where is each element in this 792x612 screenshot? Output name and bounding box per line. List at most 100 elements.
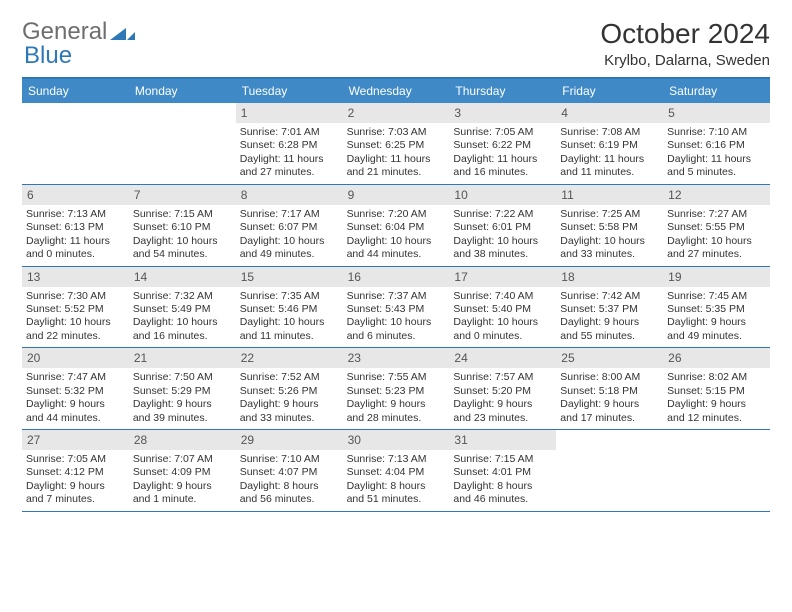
day-cell: 27Sunrise: 7:05 AMSunset: 4:12 PMDayligh…: [22, 430, 129, 511]
sunset-text: Sunset: 6:07 PM: [240, 221, 339, 234]
day-cell: 6Sunrise: 7:13 AMSunset: 6:13 PMDaylight…: [22, 185, 129, 266]
sunrise-text: Sunrise: 7:10 AM: [667, 126, 766, 139]
date-number: 24: [449, 348, 556, 368]
day-header: Friday: [556, 79, 663, 103]
sunset-text: Sunset: 4:04 PM: [347, 466, 446, 479]
sunrise-text: Sunrise: 7:55 AM: [347, 371, 446, 384]
day1-text: Daylight: 8 hours: [240, 480, 339, 493]
date-number: 8: [236, 185, 343, 205]
date-number: 20: [22, 348, 129, 368]
sunrise-text: Sunrise: 7:05 AM: [453, 126, 552, 139]
day1-text: Daylight: 9 hours: [133, 398, 232, 411]
date-number: 9: [343, 185, 450, 205]
sunset-text: Sunset: 5:46 PM: [240, 303, 339, 316]
sunrise-text: Sunrise: 7:50 AM: [133, 371, 232, 384]
date-number: 4: [556, 103, 663, 123]
location: Krylbo, Dalarna, Sweden: [600, 52, 770, 69]
sunset-text: Sunset: 5:15 PM: [667, 385, 766, 398]
day2-text: and 0 minutes.: [453, 330, 552, 343]
day-cell: 9Sunrise: 7:20 AMSunset: 6:04 PMDaylight…: [343, 185, 450, 266]
day1-text: Daylight: 11 hours: [347, 153, 446, 166]
sunset-text: Sunset: 6:10 PM: [133, 221, 232, 234]
title-block: October 2024 Krylbo, Dalarna, Sweden: [600, 18, 770, 69]
sunset-text: Sunset: 5:18 PM: [560, 385, 659, 398]
day-header: Sunday: [22, 79, 129, 103]
day-cell: 2Sunrise: 7:03 AMSunset: 6:25 PMDaylight…: [343, 103, 450, 184]
day2-text: and 33 minutes.: [240, 412, 339, 425]
sunset-text: Sunset: 5:20 PM: [453, 385, 552, 398]
day1-text: Daylight: 8 hours: [347, 480, 446, 493]
day2-text: and 56 minutes.: [240, 493, 339, 506]
day1-text: Daylight: 10 hours: [347, 235, 446, 248]
top-bar: General October 2024 Krylbo, Dalarna, Sw…: [22, 18, 770, 69]
sunset-text: Sunset: 4:01 PM: [453, 466, 552, 479]
page: General October 2024 Krylbo, Dalarna, Sw…: [0, 0, 792, 612]
date-number: 17: [449, 267, 556, 287]
day-cell: 4Sunrise: 7:08 AMSunset: 6:19 PMDaylight…: [556, 103, 663, 184]
sunrise-text: Sunrise: 8:00 AM: [560, 371, 659, 384]
day-cell: 7 Sunrise: 7:15 AMSunset: 6:10 PMDaylight…: [129, 185, 236, 266]
day-cell: 18Sunrise: 7:42 AMSunset: 5:37 PMDayligh…: [556, 267, 663, 348]
day1-text: Daylight: 11 hours: [453, 153, 552, 166]
day2-text: and 46 minutes.: [453, 493, 552, 506]
date-number: 25: [556, 348, 663, 368]
day-header-row: Sunday Monday Tuesday Wednesday Thursday…: [22, 79, 770, 103]
date-number: 7: [129, 185, 236, 205]
week-row: ..1Sunrise: 7:01 AMSunset: 6:28 PMDaylig…: [22, 103, 770, 185]
day1-text: Daylight: 10 hours: [133, 235, 232, 248]
sunrise-text: Sunrise: 7:01 AM: [240, 126, 339, 139]
day1-text: Daylight: 10 hours: [560, 235, 659, 248]
day-cell: 3Sunrise: 7:05 AMSunset: 6:22 PMDaylight…: [449, 103, 556, 184]
week-row: 27Sunrise: 7:05 AMSunset: 4:12 PMDayligh…: [22, 430, 770, 512]
sunset-text: Sunset: 5:32 PM: [26, 385, 125, 398]
day1-text: Daylight: 9 hours: [133, 480, 232, 493]
day2-text: and 49 minutes.: [667, 330, 766, 343]
day-cell: 15Sunrise: 7:35 AMSunset: 5:46 PMDayligh…: [236, 267, 343, 348]
date-number: 16: [343, 267, 450, 287]
day2-text: and 28 minutes.: [347, 412, 446, 425]
sunrise-text: Sunrise: 7:03 AM: [347, 126, 446, 139]
calendar: Sunday Monday Tuesday Wednesday Thursday…: [22, 77, 770, 512]
date-number: 28: [129, 430, 236, 450]
date-number: 10: [449, 185, 556, 205]
day-cell: 28 Sunrise: 7:07 AMSunset: 4:09 PMDayligh…: [129, 430, 236, 511]
sunrise-text: Sunrise: 7:07 AM: [133, 453, 232, 466]
day-cell: 10Sunrise: 7:22 AMSunset: 6:01 PMDayligh…: [449, 185, 556, 266]
date-number: 21: [129, 348, 236, 368]
date-number: 15: [236, 267, 343, 287]
sunset-text: Sunset: 5:26 PM: [240, 385, 339, 398]
day1-text: Daylight: 10 hours: [240, 316, 339, 329]
day1-text: Daylight: 10 hours: [240, 235, 339, 248]
day1-text: Daylight: 9 hours: [667, 316, 766, 329]
day2-text: and 22 minutes.: [26, 330, 125, 343]
sunset-text: Sunset: 6:19 PM: [560, 139, 659, 152]
day1-text: Daylight: 9 hours: [240, 398, 339, 411]
day2-text: and 11 minutes.: [560, 166, 659, 179]
sunset-text: Sunset: 4:09 PM: [133, 466, 232, 479]
day-cell: 16Sunrise: 7:37 AMSunset: 5:43 PMDayligh…: [343, 267, 450, 348]
week-row: 6Sunrise: 7:13 AMSunset: 6:13 PMDaylight…: [22, 185, 770, 267]
sunrise-text: Sunrise: 7:37 AM: [347, 290, 446, 303]
day-cell: 17Sunrise: 7:40 AMSunset: 5:40 PMDayligh…: [449, 267, 556, 348]
sunset-text: Sunset: 5:23 PM: [347, 385, 446, 398]
day1-text: Daylight: 9 hours: [453, 398, 552, 411]
day1-text: Daylight: 11 hours: [667, 153, 766, 166]
day-cell: 11Sunrise: 7:25 AMSunset: 5:58 PMDayligh…: [556, 185, 663, 266]
logo-word-2: Blue: [24, 42, 72, 70]
sunset-text: Sunset: 5:40 PM: [453, 303, 552, 316]
date-number: 30: [343, 430, 450, 450]
day-cell: 19Sunrise: 7:45 AMSunset: 5:35 PMDayligh…: [663, 267, 770, 348]
day2-text: and 21 minutes.: [347, 166, 446, 179]
day2-text: and 23 minutes.: [453, 412, 552, 425]
day1-text: Daylight: 11 hours: [240, 153, 339, 166]
date-number: 3: [449, 103, 556, 123]
day1-text: Daylight: 10 hours: [26, 316, 125, 329]
day-header: Monday: [129, 79, 236, 103]
day2-text: and 0 minutes.: [26, 248, 125, 261]
date-number: 1: [236, 103, 343, 123]
day-header: Thursday: [449, 79, 556, 103]
sunrise-text: Sunrise: 7:15 AM: [453, 453, 552, 466]
sunrise-text: Sunrise: 7:15 AM: [133, 208, 232, 221]
sunset-text: Sunset: 6:01 PM: [453, 221, 552, 234]
date-number: 29: [236, 430, 343, 450]
